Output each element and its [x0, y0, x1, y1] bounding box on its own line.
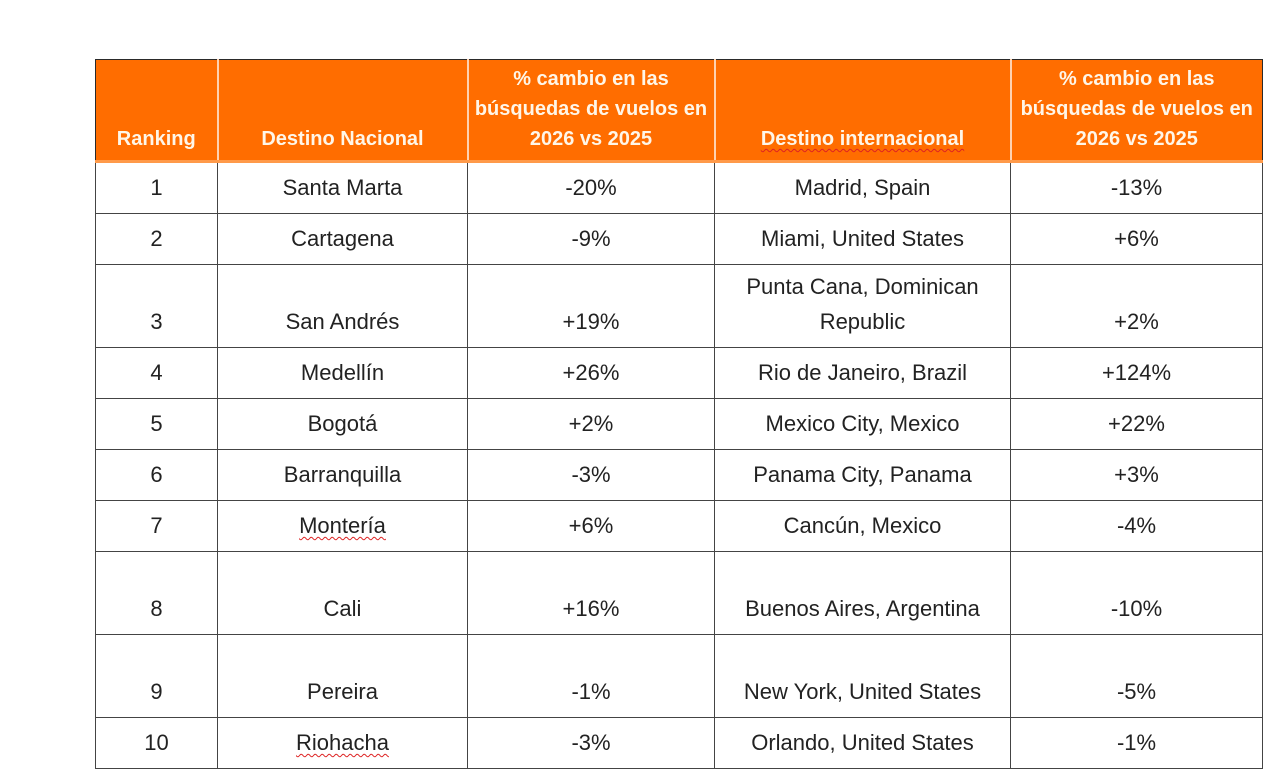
cell-national: Bogotá — [217, 398, 468, 450]
cell-rank: 3 — [95, 264, 218, 348]
cell-national-change: -9% — [467, 213, 715, 265]
cell-national: Santa Marta — [217, 161, 468, 214]
cell-national: Riohacha — [217, 717, 468, 769]
cell-rank: 10 — [95, 717, 218, 769]
cell-international: Buenos Aires, Argentina — [714, 551, 1011, 635]
cell-national: San Andrés — [217, 264, 468, 348]
cell-international-change: -13% — [1010, 161, 1263, 214]
cell-rank: 6 — [95, 449, 218, 501]
cell-national-change: +19% — [467, 264, 715, 348]
cell-international: Orlando, United States — [714, 717, 1011, 769]
cell-international-change: +22% — [1010, 398, 1263, 450]
cell-rank: 7 — [95, 500, 218, 552]
cell-international: Cancún, Mexico — [714, 500, 1011, 552]
cell-national: Barranquilla — [217, 449, 468, 501]
cell-international: Miami, United States — [714, 213, 1011, 265]
cell-international: Madrid, Spain — [714, 161, 1011, 214]
table-row: 10 Riohacha -3% Orlando, United States -1% — [95, 717, 1263, 769]
cell-national-change: -3% — [467, 717, 715, 769]
header-national-destination: Destino Nacional — [216, 59, 468, 162]
cell-international-change: -10% — [1010, 551, 1263, 635]
cell-rank: 2 — [95, 213, 218, 265]
cell-national-change: +16% — [467, 551, 715, 635]
cell-national: Medellín — [217, 347, 468, 399]
table-row: 5 Bogotá +2% Mexico City, Mexico +22% — [95, 398, 1263, 450]
header-national-change: % cambio en las búsquedas de vuelos en 2… — [466, 59, 715, 162]
cell-national-change: +6% — [467, 500, 715, 552]
table-row: 4 Medellín +26% Rio de Janeiro, Brazil +124% — [95, 347, 1263, 399]
cell-international-change: +3% — [1010, 449, 1263, 501]
cell-international: Rio de Janeiro, Brazil — [714, 347, 1011, 399]
cell-text: Riohacha — [296, 730, 389, 755]
header-ranking: Ranking — [95, 59, 218, 162]
cell-international-change: +124% — [1010, 347, 1263, 399]
header-international-destination: Destino internacional — [713, 59, 1011, 162]
table-row: 6 Barranquilla -3% Panama City, Panama +3% — [95, 449, 1263, 501]
cell-rank: 9 — [95, 634, 218, 718]
cell-national: Pereira — [217, 634, 468, 718]
cell-national: Cartagena — [217, 213, 468, 265]
cell-national: Montería — [217, 500, 468, 552]
cell-rank: 1 — [95, 161, 218, 214]
cell-international: Mexico City, Mexico — [714, 398, 1011, 450]
cell-international: Punta Cana, Dominican Republic — [714, 264, 1011, 348]
cell-national-change: -20% — [467, 161, 715, 214]
cell-text: Montería — [299, 513, 386, 538]
cell-international-change: -1% — [1010, 717, 1263, 769]
cell-rank: 5 — [95, 398, 218, 450]
cell-international-change: +2% — [1010, 264, 1263, 348]
header-international-label: Destino internacional — [760, 128, 965, 150]
table-row: 9 Pereira -1% New York, United States -5% — [95, 634, 1263, 718]
header-row: Ranking Destino Nacional % cambio en las… — [95, 59, 1263, 162]
cell-national-change: -3% — [467, 449, 715, 501]
cell-rank: 4 — [95, 347, 218, 399]
cell-national-change: +2% — [467, 398, 715, 450]
cell-national-change: +26% — [467, 347, 715, 399]
header-international-change: % cambio en las búsquedas de vuelos en 2… — [1009, 59, 1263, 162]
cell-international-change: -5% — [1010, 634, 1263, 718]
table-row: 1 Santa Marta -20% Madrid, Spain -13% — [95, 161, 1263, 214]
cell-international-change: -4% — [1010, 500, 1263, 552]
table-row: 7 Montería +6% Cancún, Mexico -4% — [95, 500, 1263, 552]
cell-national: Cali — [217, 551, 468, 635]
cell-national-change: -1% — [467, 634, 715, 718]
table-row: 3 San Andrés +19% Punta Cana, Dominican Rep… — [95, 264, 1263, 348]
table-row: 2 Cartagena -9% Miami, United States +6% — [95, 213, 1263, 265]
cell-international: Panama City, Panama — [714, 449, 1011, 501]
table-row: 8 Cali +16% Buenos Aires, Argentina -10% — [95, 551, 1263, 635]
destinations-ranking-table: Ranking Destino Nacional % cambio en las… — [95, 59, 1263, 769]
cell-international-change: +6% — [1010, 213, 1263, 265]
cell-rank: 8 — [95, 551, 218, 635]
cell-international: New York, United States — [714, 634, 1011, 718]
